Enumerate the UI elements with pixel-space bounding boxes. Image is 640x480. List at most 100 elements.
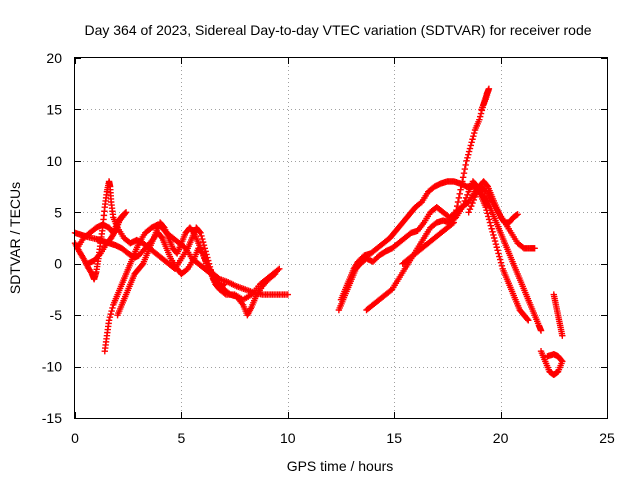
data-point [199, 238, 207, 246]
data-point [470, 196, 477, 204]
data-point [452, 211, 459, 218]
data-point [457, 186, 464, 193]
data-point [270, 271, 277, 279]
series-track-4 [73, 209, 130, 267]
data-point [524, 316, 531, 323]
data-point [271, 270, 279, 278]
data-point [197, 229, 204, 237]
data-point [461, 197, 469, 205]
data-point [487, 222, 495, 229]
data-point [494, 247, 501, 254]
data-point [274, 266, 282, 274]
data-point [453, 207, 460, 214]
data-point [470, 132, 477, 140]
data-point [491, 237, 499, 245]
data-point [454, 198, 462, 206]
data-point [106, 314, 114, 321]
data-point [464, 191, 471, 198]
data-point [463, 157, 470, 165]
series-track-8 [363, 178, 532, 324]
data-point [460, 170, 468, 177]
data-point [488, 225, 495, 232]
data-point [485, 216, 493, 223]
data-point [108, 307, 115, 315]
data-point [496, 256, 504, 263]
data-point [220, 281, 228, 288]
data-point [219, 282, 227, 289]
data-point [478, 106, 485, 113]
data-point [464, 154, 471, 161]
x-axis-label: GPS time / hours [287, 458, 394, 474]
data-point [497, 259, 505, 266]
data-point [462, 194, 470, 202]
data-point [486, 219, 494, 226]
data-point [462, 161, 469, 169]
data-point [449, 220, 456, 227]
y-tick-label: 20 [46, 50, 62, 66]
series-track-5 [114, 219, 228, 319]
data-point [458, 182, 465, 189]
data-point [485, 213, 492, 220]
data-point [105, 317, 113, 324]
data-point [482, 203, 489, 211]
data-point [490, 231, 497, 239]
data-point [471, 129, 478, 137]
data-point [496, 253, 503, 260]
data-point [469, 136, 476, 143]
data-point [196, 228, 203, 236]
data-point [198, 232, 205, 240]
y-tick-label: 0 [54, 256, 62, 272]
data-point [459, 178, 466, 185]
data-point [491, 234, 498, 242]
data-point [453, 202, 461, 210]
data-point [201, 245, 209, 252]
data-point [489, 228, 496, 236]
y-tick-label: -5 [50, 307, 63, 323]
grid [75, 58, 607, 418]
data-point [466, 206, 474, 213]
data-point [465, 151, 472, 158]
data-point [469, 199, 476, 207]
y-tick-label: -10 [42, 359, 62, 375]
data-point [492, 240, 500, 248]
data-point [465, 148, 473, 155]
tick-labels: 0 5 10 15 20 25 -15 -10 -5 0 5 10 15 20 [42, 50, 615, 446]
data-point [559, 332, 566, 339]
data-point [460, 200, 467, 208]
data-point [525, 317, 532, 324]
data-point [531, 245, 538, 252]
data-point [467, 142, 475, 149]
data-point [495, 250, 502, 257]
data-point [483, 207, 490, 214]
data-point [84, 260, 91, 267]
plot-frame [74, 57, 608, 419]
y-tick-label: 10 [46, 153, 62, 169]
data-point [465, 209, 472, 216]
data-point [468, 202, 475, 210]
data-point [514, 211, 521, 218]
x-tick-label: 0 [71, 430, 79, 446]
x-tick-label: 5 [178, 430, 186, 446]
x-tick-label: 25 [599, 430, 615, 446]
data-points [71, 85, 566, 378]
series-track-9 [399, 85, 493, 267]
data-point [455, 194, 463, 202]
data-point [451, 215, 458, 222]
series-track-12 [550, 291, 566, 339]
data-point [476, 113, 484, 120]
data-point [284, 291, 291, 298]
y-tick-label: -15 [42, 410, 62, 426]
x-tick-label: 15 [386, 430, 402, 446]
series-track-10 [465, 178, 521, 226]
data-point [107, 310, 114, 318]
data-point [466, 145, 474, 152]
data-point [459, 174, 467, 181]
data-point [199, 235, 206, 243]
y-tick-label: 5 [54, 204, 62, 220]
chart-title: Day 364 of 2023, Sidereal Day-to-day VTE… [84, 22, 591, 38]
data-point [544, 353, 551, 360]
data-point [484, 210, 491, 217]
x-tick-label: 10 [280, 430, 296, 446]
data-point [459, 203, 466, 211]
